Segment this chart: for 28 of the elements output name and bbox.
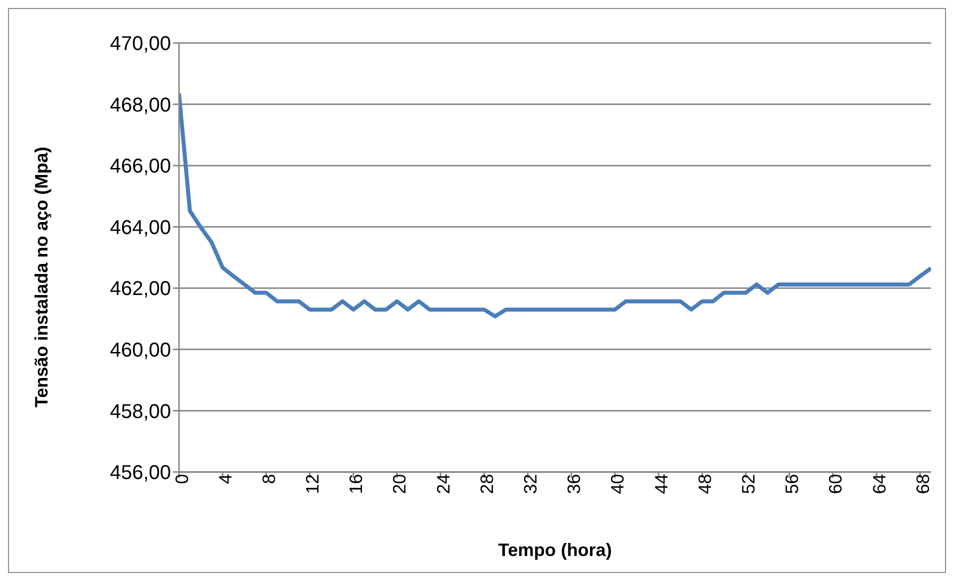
x-tick-label: 0 [172,474,192,484]
y-tick-label: 468,00 [110,94,171,116]
x-tick-label: 52 [738,474,759,494]
x-tick-label: 40 [608,474,628,494]
x-tick-label: 28 [476,474,497,494]
x-tick-label: 24 [433,474,454,494]
y-tick-label: 460,00 [110,340,171,362]
x-tick-label: 20 [390,474,410,494]
x-tick-label: 60 [826,474,846,494]
x-tick-label: 68 [912,474,933,494]
x-tick-label: 12 [302,474,323,494]
y-tick-label: 470,00 [110,33,171,56]
x-tick-label: 56 [782,474,802,494]
y-tick-label: 466,00 [110,156,171,178]
y-axis-title: Tensão instalada no aço (Mpa) [31,146,52,408]
y-tick-label: 456,00 [110,462,171,484]
y-tick-label: 462,00 [110,278,171,300]
x-tick-label: 16 [346,474,366,494]
x-tick-label: 44 [651,474,672,494]
x-tick-label: 8 [258,474,279,484]
y-tick-label: 464,00 [110,216,171,239]
x-axis-title: Tempo (hora) [498,540,612,560]
x-tick-label: 48 [694,474,715,494]
x-tick-label: 32 [520,474,541,494]
x-tick-label: 64 [869,474,890,494]
x-tick-label: 36 [564,474,584,494]
y-tick-label: 458,00 [110,400,171,423]
x-tick-label: 4 [215,474,236,484]
